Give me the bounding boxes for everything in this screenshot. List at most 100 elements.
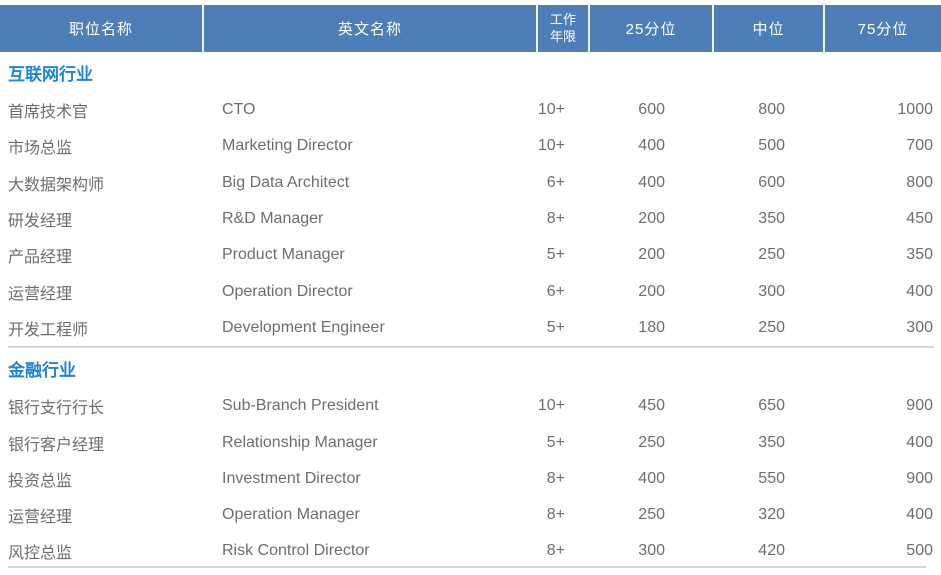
cell-median: 350: [758, 210, 785, 228]
cell-years: 8+: [546, 506, 565, 524]
cell-p25: 200: [638, 246, 665, 264]
cell-years: 6+: [546, 282, 565, 300]
cell-median: 300: [758, 282, 785, 300]
cell-p25: 200: [638, 210, 665, 228]
table-row: 大数据架构师 Big Data Architect 6+ 400 600 800: [0, 165, 941, 201]
cell-p25: 400: [638, 137, 665, 155]
cell-years: 10+: [537, 137, 565, 155]
cell-english-name: R&D Manager: [222, 210, 324, 228]
cell-p75: 1000: [897, 101, 933, 119]
cell-median: 600: [758, 173, 785, 191]
cell-english-name: Operation Director: [222, 282, 353, 300]
cell-years: 5+: [546, 433, 565, 451]
cell-english-name: Big Data Architect: [222, 173, 350, 191]
cell-median: 250: [758, 246, 785, 264]
header-work-years-line1: 工作: [549, 12, 576, 28]
cell-p75: 900: [906, 397, 933, 415]
table-row: 产品经理 Product Manager 5+ 200 250 350: [0, 237, 941, 273]
section-internet-rows: 首席技术官 CTO 10+ 600 800 1000 市场总监 Marketin…: [8, 92, 934, 349]
cell-years: 8+: [546, 469, 565, 487]
section-finance: 金融行业 银行支行行长 Sub-Branch President 10+ 450…: [0, 348, 941, 569]
cell-p25: 300: [638, 542, 665, 560]
cell-position-cn: 风控总监: [8, 545, 73, 563]
cell-years: 8+: [546, 210, 565, 228]
table-row: 首席技术官 CTO 10+ 600 800 1000: [0, 92, 941, 128]
table-row: 运营经理 Operation Manager 8+ 250 320 400: [0, 497, 941, 533]
table-header-row: 职位名称 英文名称 工作 年限 25分位 中位 75分位: [0, 5, 941, 52]
table-row: 市场总监 Marketing Director 10+ 400 500 700: [0, 128, 941, 164]
cell-english-name: Relationship Manager: [222, 433, 378, 451]
cell-english-name: Product Manager: [222, 246, 345, 264]
cell-p25: 200: [638, 282, 665, 300]
cell-p75: 900: [906, 469, 933, 487]
cell-position-cn: 银行客户经理: [8, 436, 105, 454]
table-row: 投资总监 Investment Director 8+ 400 550 900: [0, 461, 941, 497]
cell-years: 10+: [537, 397, 565, 415]
cell-position-cn: 运营经理: [8, 509, 73, 527]
cell-english-name: Marketing Director: [222, 137, 353, 155]
cell-position-cn: 开发工程师: [8, 321, 89, 339]
table-row: 风控总监 Risk Control Director 8+ 300 420 50…: [0, 533, 941, 569]
cell-p25: 250: [638, 506, 665, 524]
cell-english-name: CTO: [222, 101, 256, 119]
header-position-cn: 职位名称: [68, 21, 133, 38]
cell-p75: 700: [906, 137, 933, 155]
cell-english-name: Investment Director: [222, 469, 361, 487]
cell-p75: 450: [906, 210, 933, 228]
cell-median: 650: [758, 397, 785, 415]
cell-years: 5+: [546, 318, 565, 336]
section-finance-rows: 银行支行行长 Sub-Branch President 10+ 450 650 …: [8, 388, 934, 569]
cell-p75: 300: [906, 318, 933, 336]
cell-p75: 400: [906, 433, 933, 451]
cell-english-name: Operation Manager: [222, 506, 360, 524]
header-work-years: 工作 年限: [536, 5, 588, 52]
cell-p25: 400: [638, 469, 665, 487]
table-row: 研发经理 R&D Manager 8+ 200 350 450: [0, 201, 941, 237]
cell-p25: 600: [638, 101, 665, 119]
cell-median: 550: [758, 469, 785, 487]
cell-p75: 400: [906, 506, 933, 524]
cell-years: 8+: [546, 542, 565, 560]
cell-p25: 400: [638, 173, 665, 191]
cell-median: 800: [758, 101, 785, 119]
cell-p25: 450: [638, 397, 665, 415]
cell-p75: 350: [906, 246, 933, 264]
header-work-years-line2: 年限: [549, 28, 576, 44]
section-title-internet: 互联网行业: [8, 64, 93, 84]
cell-median: 500: [758, 137, 785, 155]
header-median: 中位: [712, 5, 823, 52]
bottom-divider: [8, 566, 926, 568]
cell-position-cn: 大数据架构师: [8, 176, 105, 194]
cell-p75: 400: [906, 282, 933, 300]
cell-position-cn: 运营经理: [8, 285, 73, 303]
cell-english-name: Sub-Branch President: [222, 397, 379, 415]
cell-median: 250: [758, 318, 785, 336]
table-row: 运营经理 Operation Director 6+ 200 300 400: [0, 273, 941, 309]
section-internet: 互联网行业 首席技术官 CTO 10+ 600 800 1000 市场总监 Ma…: [0, 52, 941, 349]
header-english-name: 英文名称: [202, 5, 536, 52]
cell-position-cn: 投资总监: [8, 472, 73, 490]
cell-years: 10+: [537, 101, 565, 119]
cell-median: 420: [758, 542, 785, 560]
section-title-finance: 金融行业: [8, 360, 76, 380]
table-body: 互联网行业 首席技术官 CTO 10+ 600 800 1000 市场总监 Ma…: [0, 52, 941, 570]
cell-p75: 500: [906, 542, 933, 560]
cell-years: 5+: [546, 246, 565, 264]
cell-position-cn: 产品经理: [8, 249, 73, 267]
table-row: 银行客户经理 Relationship Manager 5+ 250 350 4…: [0, 424, 941, 460]
table-row: 开发工程师 Development Engineer 5+ 180 250 30…: [0, 310, 941, 346]
cell-english-name: Development Engineer: [222, 318, 385, 336]
cell-p75: 800: [906, 173, 933, 191]
cell-median: 350: [758, 433, 785, 451]
cell-p25: 250: [638, 433, 665, 451]
cell-median: 320: [758, 506, 785, 524]
cell-p25: 180: [638, 318, 665, 336]
header-percentile-25: 25分位: [588, 5, 712, 52]
header-percentile-75: 75分位: [823, 5, 941, 52]
table-row: 银行支行行长 Sub-Branch President 10+ 450 650 …: [0, 388, 941, 424]
cell-position-cn: 首席技术官: [8, 104, 89, 122]
cell-position-cn: 研发经理: [8, 213, 73, 231]
cell-position-cn: 市场总监: [8, 140, 73, 158]
cell-years: 6+: [546, 173, 565, 191]
